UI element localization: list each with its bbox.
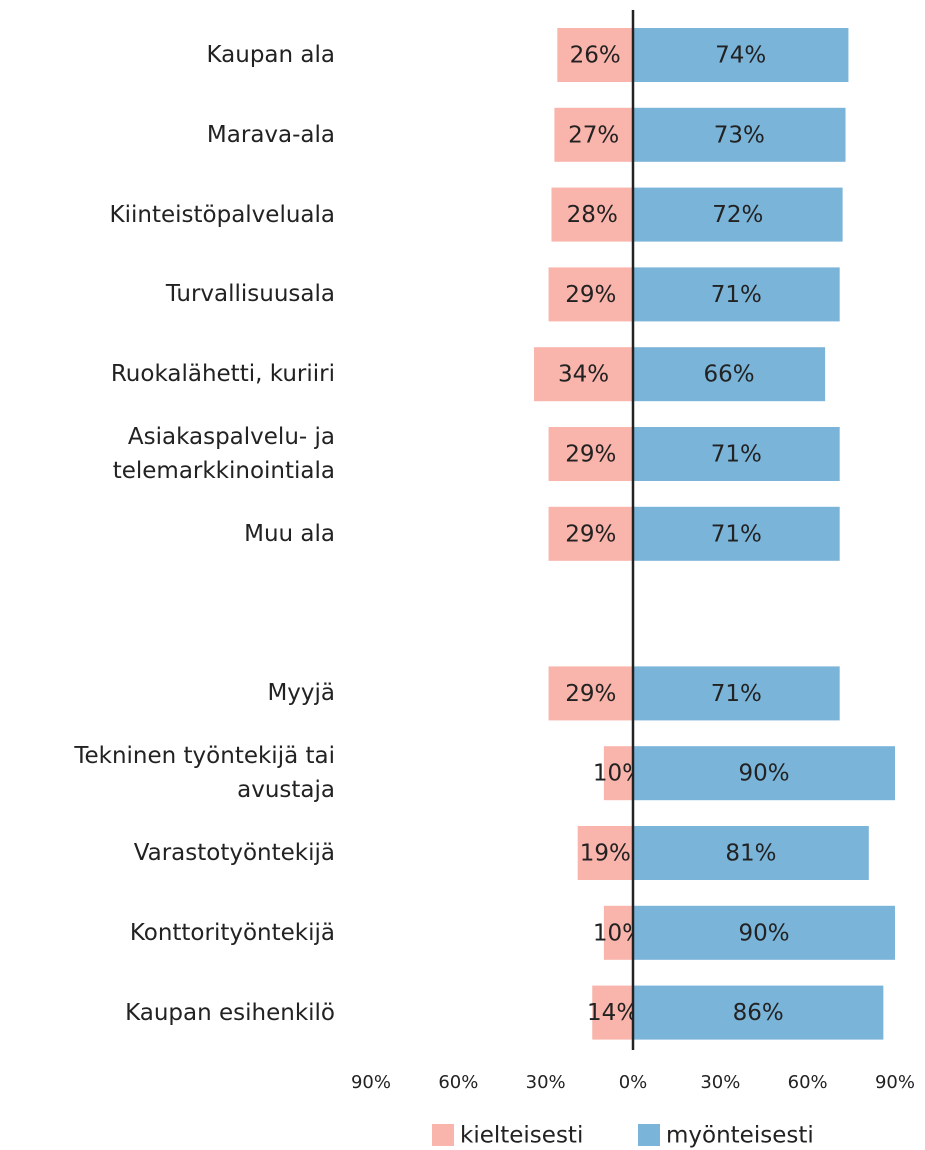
bar xyxy=(603,746,633,801)
bar xyxy=(633,506,840,561)
bar xyxy=(534,347,633,402)
value-label: 14% xyxy=(587,1000,638,1026)
value-label: 90% xyxy=(738,761,789,787)
value-label: 71% xyxy=(711,442,762,468)
bar xyxy=(577,826,633,880)
bar xyxy=(603,905,633,960)
category-label: Kaupan esihenkilö xyxy=(125,999,335,1026)
x-tick-label: 90% xyxy=(351,1072,391,1093)
category-label: Turvallisuusala xyxy=(165,281,335,308)
bar xyxy=(554,107,633,162)
value-label: 86% xyxy=(733,1000,784,1026)
category-label: Varastotyöntekijä xyxy=(133,840,335,866)
bar xyxy=(548,666,633,721)
category-label: Tekninen työntekijä tai avustaja xyxy=(74,743,335,804)
category-label: Asiakaspalvelu- ja telemarkkinointiala xyxy=(112,424,335,484)
value-label: 73% xyxy=(714,122,765,148)
x-tick-label: 30% xyxy=(700,1072,740,1093)
value-label: 71% xyxy=(711,521,762,547)
value-label: 29% xyxy=(565,521,616,547)
x-tick-label: 60% xyxy=(438,1072,478,1093)
bar xyxy=(633,267,840,322)
legend-swatch xyxy=(638,1124,660,1146)
value-label: 27% xyxy=(568,122,619,148)
bar xyxy=(548,427,633,481)
value-label: 28% xyxy=(567,202,618,228)
bar xyxy=(633,826,869,880)
bar xyxy=(633,666,840,721)
bar xyxy=(633,985,884,1040)
bar xyxy=(633,427,840,481)
value-label: 29% xyxy=(565,681,616,707)
value-label: 34% xyxy=(558,362,609,388)
bar xyxy=(592,985,633,1040)
category-label: Kiinteistöpalveluala xyxy=(109,201,335,228)
value-label: 19% xyxy=(580,841,631,867)
value-label: 29% xyxy=(565,282,616,308)
value-label: 26% xyxy=(570,43,621,69)
value-label: 71% xyxy=(711,681,762,707)
value-label: 90% xyxy=(738,920,789,946)
legend-label: myönteisesti xyxy=(666,1123,814,1149)
bar xyxy=(633,347,826,402)
value-label: 81% xyxy=(725,841,776,867)
bar xyxy=(633,107,846,162)
value-label: 71% xyxy=(711,282,762,308)
bar xyxy=(551,187,633,242)
bar xyxy=(633,28,849,82)
bar xyxy=(633,905,895,960)
bar xyxy=(633,187,843,242)
x-tick-label: 30% xyxy=(526,1072,566,1093)
category-label: Muu ala xyxy=(244,520,335,547)
value-label: 29% xyxy=(565,442,616,468)
x-tick-label: 60% xyxy=(788,1072,828,1093)
category-label: Kaupan ala xyxy=(206,42,335,68)
bar xyxy=(633,746,895,801)
x-tick-label: 0% xyxy=(619,1072,648,1093)
x-tick-label: 90% xyxy=(875,1072,915,1093)
category-label: Konttorityöntekijä xyxy=(129,919,335,946)
category-label: Marava-ala xyxy=(206,121,335,148)
category-label: Ruokalähetti, kuriiri xyxy=(110,361,335,388)
legend-swatch xyxy=(432,1124,454,1146)
bar xyxy=(548,506,633,561)
bar xyxy=(557,28,633,82)
value-label: 66% xyxy=(704,362,755,388)
value-label: 72% xyxy=(712,202,763,228)
bar xyxy=(548,267,633,322)
category-label: Myyjä xyxy=(267,680,335,707)
value-label: 74% xyxy=(715,43,766,69)
legend-label: kielteisesti xyxy=(460,1123,583,1149)
